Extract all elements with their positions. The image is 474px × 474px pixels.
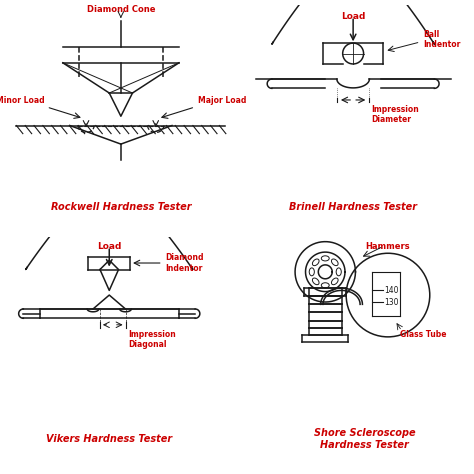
Text: Minor Load: Minor Load [0, 96, 44, 105]
Text: Diamond
Indentor: Diamond Indentor [165, 253, 203, 273]
Text: 130: 130 [384, 298, 399, 307]
Text: Shore Scleroscope
Hardness Tester: Shore Scleroscope Hardness Tester [314, 428, 416, 450]
Text: Diamond Cone: Diamond Cone [87, 5, 155, 14]
Text: 140: 140 [384, 286, 399, 295]
Text: Brinell Hardness Tester: Brinell Hardness Tester [289, 202, 417, 212]
Text: Impression
Diameter: Impression Diameter [372, 105, 419, 124]
Text: Load: Load [97, 242, 121, 251]
Text: Rockwell Hardness Tester: Rockwell Hardness Tester [51, 202, 191, 212]
Text: Impression
Diagonal: Impression Diagonal [128, 330, 175, 349]
Text: Hammers: Hammers [365, 242, 410, 251]
Text: Major Load: Major Load [198, 96, 246, 105]
Text: Vikers Hardness Tester: Vikers Hardness Tester [46, 434, 173, 444]
Text: Ball
Indentor: Ball Indentor [423, 30, 460, 49]
Text: Glass Tube: Glass Tube [400, 330, 446, 339]
Text: Load: Load [341, 12, 365, 21]
